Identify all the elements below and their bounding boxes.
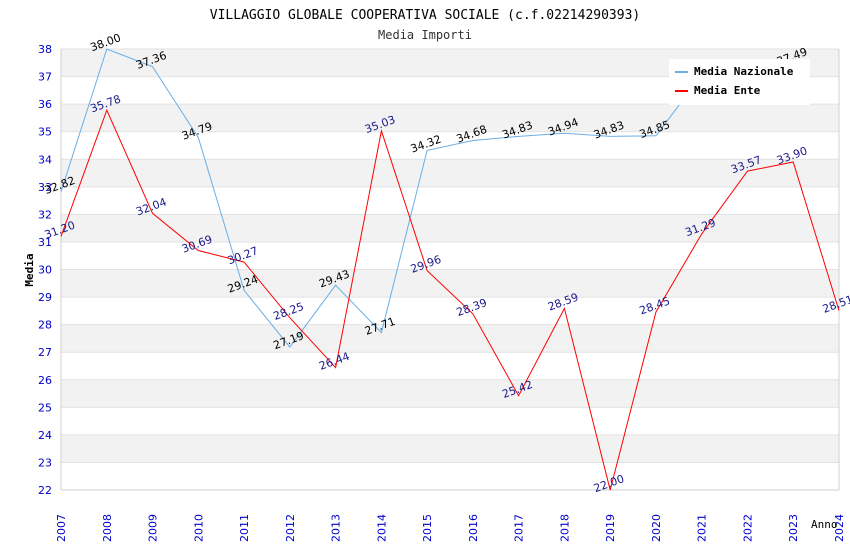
x-tick-label: 2013 — [330, 514, 343, 542]
chart-subtitle: Media Importi — [378, 28, 472, 42]
data-label: 28.39 — [455, 296, 489, 319]
y-tick-label: 24 — [38, 429, 52, 442]
y-tick-label: 35 — [38, 126, 52, 139]
data-label: 32.82 — [43, 174, 77, 197]
grid-band — [61, 379, 839, 408]
x-tick-label: 2008 — [101, 514, 114, 542]
y-tick-label: 26 — [38, 374, 52, 387]
grid-band — [61, 214, 839, 242]
series-line-media-nazionale — [60, 48, 794, 348]
x-tick-label: 2018 — [558, 514, 571, 542]
x-tick-label: 2014 — [375, 514, 388, 542]
chart-title: VILLAGGIO GLOBALE COOPERATIVA SOCIALE (c… — [210, 8, 640, 23]
data-label: 28.45 — [638, 294, 672, 317]
x-tick-label: 2011 — [238, 514, 251, 542]
series-line-media-ente — [60, 108, 840, 491]
x-axis-ticks: 2007 2008 2009 2010 2011 2012 2013 2014 2015 2016… — [55, 514, 846, 542]
legend: Media Nazionale Media Ente — [669, 59, 810, 105]
grid-band — [61, 104, 839, 132]
y-tick-label: 30 — [38, 264, 52, 277]
legend-box — [669, 59, 810, 105]
x-tick-label: 2023 — [787, 514, 800, 542]
grid-band — [61, 324, 839, 353]
x-tick-label: 2007 — [55, 514, 68, 542]
x-tick-label: 2016 — [467, 514, 480, 542]
x-tick-label: 2020 — [650, 514, 663, 542]
data-label: 34.32 — [409, 133, 443, 156]
x-axis-label: Anno — [811, 518, 838, 531]
legend-label: Media Ente — [694, 84, 761, 97]
series-layer — [60, 48, 840, 491]
grid-band — [61, 159, 839, 187]
y-tick-label: 28 — [38, 319, 52, 332]
y-tick-label: 32 — [38, 208, 52, 221]
x-tick-label: 2021 — [696, 514, 709, 542]
x-tick-label: 2010 — [192, 514, 205, 542]
y-tick-label: 31 — [38, 236, 52, 249]
y-axis-ticks: 22 23 24 25 26 27 28 29 30 31 32 33 34 35 36 37 38 — [38, 43, 52, 497]
y-tick-label: 29 — [38, 291, 52, 304]
x-tick-label: 2015 — [421, 514, 434, 542]
data-label: 28.25 — [272, 300, 306, 323]
y-tick-label: 38 — [38, 43, 52, 56]
x-tick-label: 2009 — [147, 514, 160, 542]
y-tick-label: 22 — [38, 484, 52, 497]
y-tick-label: 36 — [38, 98, 52, 111]
y-tick-label: 27 — [38, 346, 52, 359]
grid-band — [61, 434, 839, 463]
x-tick-label: 2019 — [604, 514, 617, 542]
y-tick-label: 37 — [38, 71, 52, 84]
x-tick-label: 2012 — [284, 514, 297, 542]
x-tick-label: 2022 — [741, 514, 754, 542]
x-tick-label: 2024 — [833, 514, 846, 542]
y-tick-label: 33 — [38, 181, 52, 194]
y-tick-label: 25 — [38, 401, 52, 414]
y-tick-label: 34 — [38, 153, 52, 166]
x-tick-label: 2017 — [513, 514, 526, 542]
y-axis-label: Media — [23, 253, 36, 286]
y-tick-label: 23 — [38, 456, 52, 469]
data-label: 22.00 — [592, 472, 626, 495]
legend-label: Media Nazionale — [694, 65, 794, 78]
plot-background-bands — [61, 49, 839, 463]
